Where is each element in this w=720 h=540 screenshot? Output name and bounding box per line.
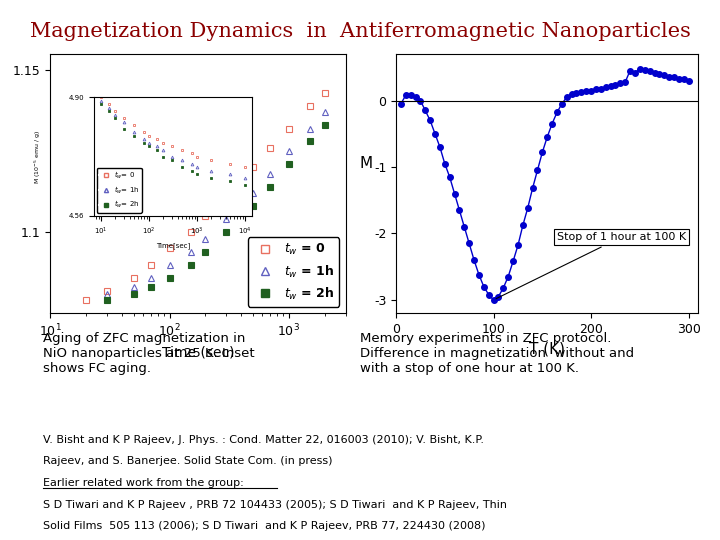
X-axis label: Time (sec): Time (sec): [162, 345, 234, 359]
Text: Memory experiments in ZFC protocol.
Difference in magnetization  without and
wit: Memory experiments in ZFC protocol. Diff…: [360, 332, 634, 375]
Text: S D Tiwari and K P Rajeev , PRB 72 104433 (2005); S D Tiwari  and K P Rajeev, Th: S D Tiwari and K P Rajeev , PRB 72 10443…: [43, 500, 507, 510]
Text: V. Bisht and K P Rajeev, J. Phys. : Cond. Matter 22, 016003 (2010); V. Bisht, K.: V. Bisht and K P Rajeev, J. Phys. : Cond…: [43, 435, 484, 445]
Text: Rajeev, and S. Banerjee. Solid State Com. (in press): Rajeev, and S. Banerjee. Solid State Com…: [43, 456, 333, 467]
Legend: $t_w$= 0, $t_w$= 1h, $t_w$= 2h: $t_w$= 0, $t_w$= 1h, $t_w$= 2h: [97, 168, 142, 213]
X-axis label: T (K): T (K): [529, 341, 565, 356]
Text: Magnetization Dynamics  in  Antiferromagnetic Nanoparticles: Magnetization Dynamics in Antiferromagne…: [30, 22, 690, 40]
Text: Earlier related work from the group:: Earlier related work from the group:: [43, 478, 244, 488]
Legend: $t_w$ = 0, $t_w$ = 1h, $t_w$ = 2h: $t_w$ = 0, $t_w$ = 1h, $t_w$ = 2h: [248, 237, 339, 307]
Y-axis label: M (10$^{-5}$ emu / g): M (10$^{-5}$ emu / g): [32, 130, 43, 184]
X-axis label: Time[sec]: Time[sec]: [156, 242, 190, 249]
Text: Solid Films  505 113 (2006); S D Tiwari  and K P Rajeev, PRB 77, 224430 (2008): Solid Films 505 113 (2006); S D Tiwari a…: [43, 521, 486, 531]
Y-axis label: M: M: [359, 156, 372, 171]
Text: Stop of 1 hour at 100 K: Stop of 1 hour at 100 K: [496, 232, 686, 299]
Text: Aging of ZFC magnetization in
NiO nanoparticles at 25 K. Inset
shows FC aging.: Aging of ZFC magnetization in NiO nanopa…: [43, 332, 255, 375]
